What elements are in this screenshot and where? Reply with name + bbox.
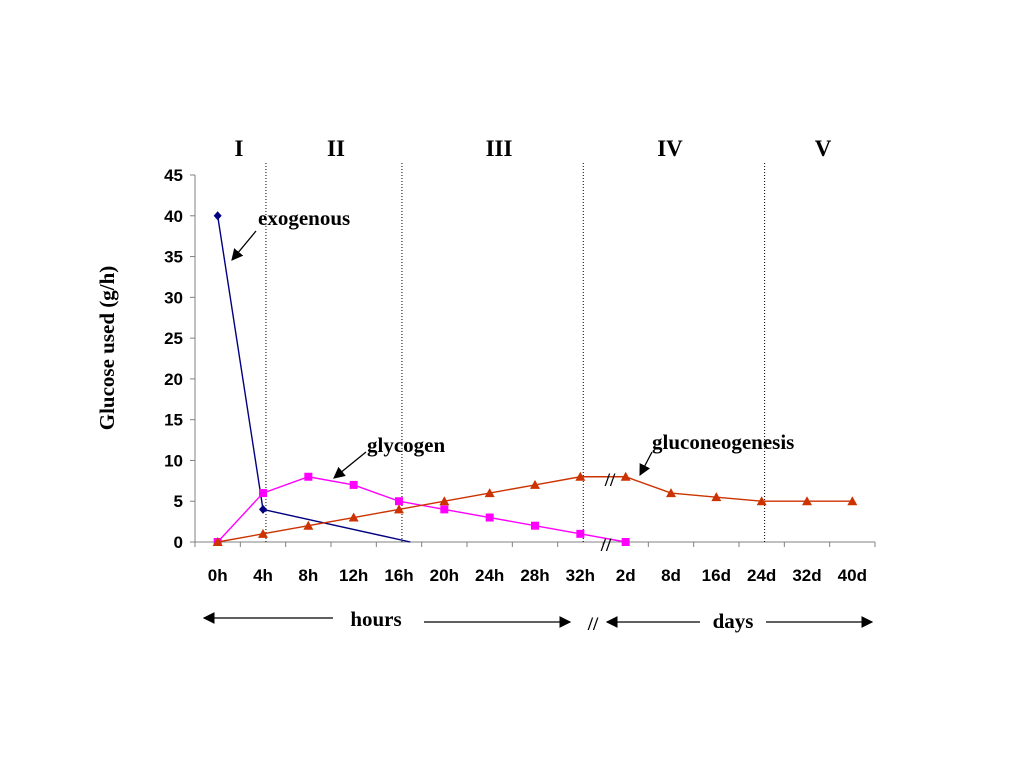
data-point [394,504,404,514]
hours-label: hours [350,607,401,631]
data-point [621,538,630,546]
y-tick-label: 10 [164,451,183,470]
x-tick-label: 32d [792,566,821,585]
y-tick-label: 35 [164,248,183,267]
data-point [484,488,495,498]
data-point [395,497,403,506]
annotation-exogenous: exogenous [258,206,350,230]
y-tick-label: 15 [164,411,183,430]
data-point [259,504,267,514]
data-point [576,529,585,538]
data-point [711,492,722,502]
annotation-arrow-gluconeogenesis [639,451,653,477]
y-tick-label: 20 [164,370,183,389]
x-tick-label: 40d [838,566,867,585]
y-axis-title: Glucose used (g/h) [95,266,119,431]
annotation-arrow-glycogen [333,451,367,479]
series-layer [212,211,858,546]
annotation-arrow-exogenous [231,230,257,261]
phase-label: III [486,136,513,161]
x-tick-label: 32h [566,566,595,585]
phase-label: II [327,136,345,161]
phase-label: IV [657,136,683,161]
phase-label: I [235,136,244,161]
series-glycogen [213,472,630,546]
x-tick-label: 24d [747,566,776,585]
x-tick-label: 24h [475,566,504,585]
data-point [575,471,586,481]
scale-break-mark: // [587,614,599,635]
annotation-gluconeogenesis: gluconeogenesis [652,430,794,454]
data-point [349,480,358,489]
x-tick-label: 8h [298,566,318,585]
x-tick-label: 20h [430,566,459,585]
days-label: days [713,609,754,633]
data-point [620,471,631,481]
data-point [303,520,314,530]
data-point [530,479,540,489]
data-point [259,489,267,498]
data-point [348,512,359,522]
series-line [217,476,626,543]
data-point [847,496,858,506]
data-point [666,488,676,498]
series-line [216,215,411,543]
series-exogenous [213,211,411,543]
svg-text://: // [600,535,612,556]
y-tick-label: 45 [164,166,183,185]
data-point [213,211,222,221]
svg-text://: // [604,470,616,491]
series-gluconeogenesis [212,471,858,546]
y-tick-label: 25 [164,329,183,348]
data-point [304,472,313,481]
x-tick-label: 0h [208,566,228,585]
data-point [212,537,223,546]
x-tick-label: 8d [661,566,681,585]
data-point [802,496,812,506]
phase-label: V [815,136,832,161]
data-point [485,513,494,522]
x-tick-label: 16d [702,566,731,585]
y-tick-label: 40 [164,207,183,226]
data-point [440,505,449,514]
data-point [756,496,767,506]
y-tick-label: 0 [174,533,183,552]
data-point [531,521,539,530]
data-point [258,528,268,538]
y-axis-ticks: 0 5 10 15 20 25 30 35 40 45 [164,166,195,552]
x-tick-label: 12h [339,566,368,585]
data-point [439,496,450,506]
phase-labels: I II III IV V [235,136,832,161]
series-break-mark: // // [600,470,616,556]
x-tick-label: 2d [616,566,636,585]
x-tick-label: 16h [384,566,413,585]
x-tick-label: 28h [520,566,549,585]
x-axis-ticks: 0h 4h 8h 12h 16h 20h 24h 28h 32h 2d 8d 16d 24d 32d 40d [194,542,876,585]
x-tick-label: 4h [253,566,273,585]
y-tick-label: 5 [174,492,183,511]
annotation-glycogen: glycogen [367,433,445,457]
y-tick-label: 30 [164,288,183,307]
